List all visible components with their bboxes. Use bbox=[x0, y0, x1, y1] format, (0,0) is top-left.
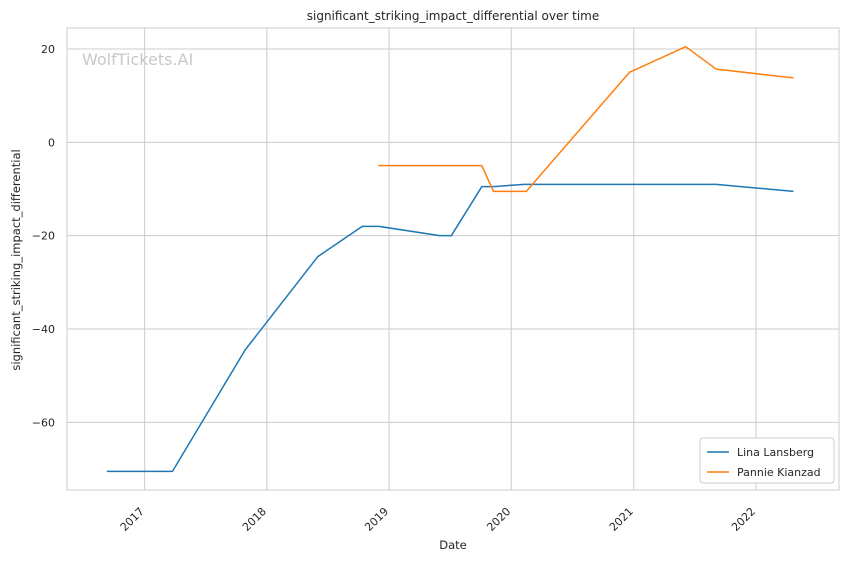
x-tick-label: 2018 bbox=[240, 505, 269, 534]
x-tick-label: 2020 bbox=[484, 505, 513, 534]
legend-label-0: Lina Lansberg bbox=[737, 446, 814, 459]
x-tick-label: 2021 bbox=[607, 505, 636, 534]
series-line-1 bbox=[378, 45, 794, 193]
legend-box bbox=[699, 437, 835, 484]
plot-frame bbox=[66, 27, 840, 491]
x-axis-title: Date bbox=[439, 538, 467, 552]
y-tick-label: −20 bbox=[32, 230, 55, 243]
y-tick-label: −40 bbox=[32, 323, 55, 336]
x-axis-ticks: 2017 2018 2019 2020 2021 2022 bbox=[118, 505, 758, 534]
chart-title: significant_striking_impact_differential… bbox=[307, 9, 599, 23]
plot-area bbox=[67, 28, 839, 490]
grid bbox=[67, 28, 839, 490]
y-axis-ticks: 20 0 −20 −40 −60 bbox=[32, 43, 55, 429]
y-axis-title: significant_striking_impact_differential bbox=[9, 149, 23, 370]
y-tick-label: 0 bbox=[48, 136, 55, 149]
y-tick-label: 20 bbox=[41, 43, 55, 56]
legend: Lina Lansberg Pannie Kianzad bbox=[699, 437, 835, 484]
x-tick-label: 2022 bbox=[729, 505, 758, 534]
x-tick-label: 2017 bbox=[118, 505, 147, 534]
x-tick-label: 2019 bbox=[362, 505, 391, 534]
watermark: WolfTickets.AI bbox=[82, 50, 193, 69]
series-layer bbox=[106, 45, 794, 473]
series-line-0 bbox=[106, 183, 794, 473]
y-tick-label: −60 bbox=[32, 416, 55, 429]
legend-label-1: Pannie Kianzad bbox=[737, 466, 821, 479]
